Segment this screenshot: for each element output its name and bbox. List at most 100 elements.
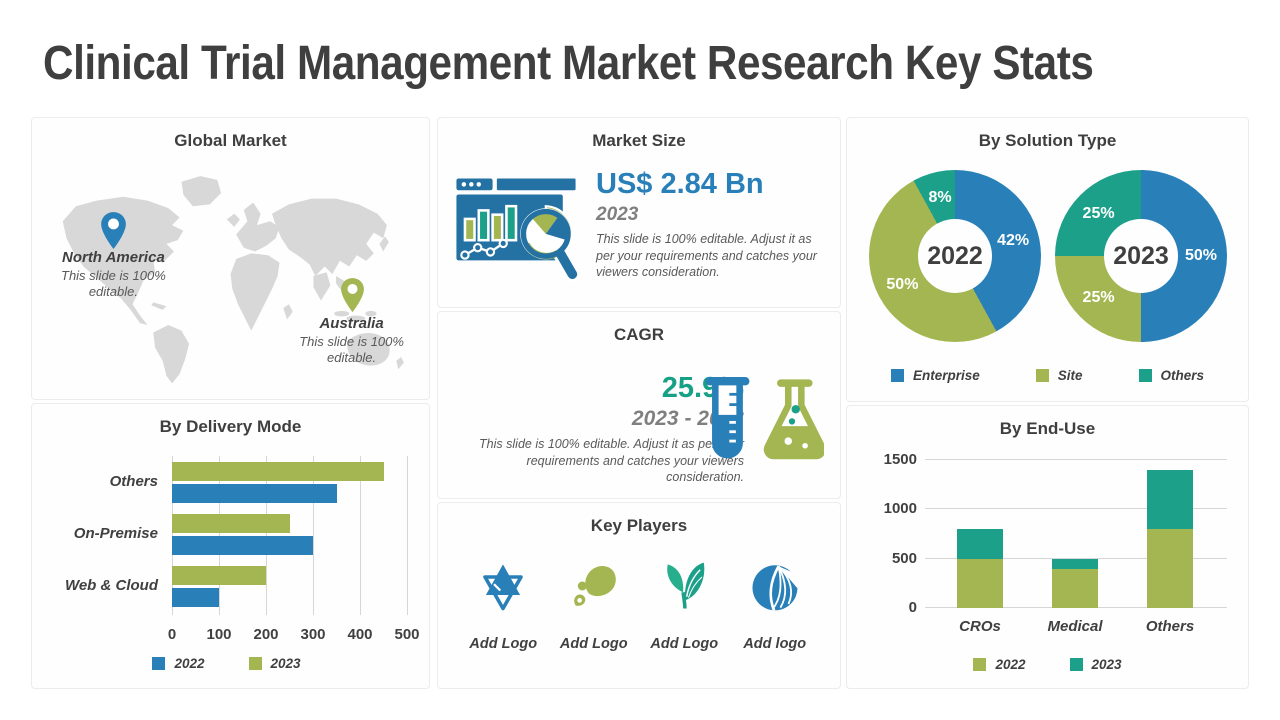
- category-label-Medical: Medical: [1047, 618, 1103, 635]
- delivery-categories: Others On-Premise Web & Cloud: [46, 460, 164, 611]
- bar-2022-On-Premise: [172, 536, 313, 555]
- add-logo-label: Add logo: [743, 636, 807, 652]
- legend-label: Enterprise: [912, 368, 980, 383]
- legend-item-2023: 2023: [248, 656, 301, 671]
- legend-item-2022: 2022: [973, 657, 1026, 672]
- gridline: [266, 456, 267, 615]
- bar-2022-Others: [172, 484, 337, 503]
- legend-label: 2023: [270, 656, 301, 671]
- legend-swatch: [1138, 369, 1152, 382]
- gridline: [407, 456, 408, 615]
- donut-center-2022: 2022: [918, 219, 992, 293]
- legend-swatch: [890, 369, 904, 382]
- category-label-Others: Others: [109, 472, 158, 490]
- end-use-categories: CROs Medical Others: [929, 618, 1221, 638]
- analytics-magnifier-icon: [452, 170, 581, 292]
- map-pin-australia: [339, 277, 366, 314]
- map-label-australia: Australia This slide is 100% editable.: [299, 314, 404, 365]
- legend-item-Others: Others: [1138, 368, 1205, 383]
- legend-swatch: [248, 657, 262, 670]
- category-label-CROs: CROs: [959, 618, 1001, 635]
- legend-swatch: [1069, 658, 1083, 671]
- bar-2023-Web & Cloud: [172, 566, 266, 585]
- market-size-year: 2023: [596, 204, 639, 225]
- gridline: [360, 456, 361, 615]
- cagr-text: 25.9% 2023 - 2033 This slide is 100% edi…: [458, 372, 744, 486]
- panel-solution-type: By Solution Type 42% 50% 8% 2022 50% 25% 25% 2…: [846, 117, 1249, 402]
- cagr-title: CAGR: [613, 325, 665, 344]
- key-players-title: Key Players: [590, 516, 688, 535]
- logo-placeholder-1[interactable]: Add Logo: [463, 559, 543, 652]
- slice-label-2022-Others: 8%: [928, 188, 952, 206]
- map-label-north-america: North America This slide is 100% editabl…: [61, 248, 166, 299]
- market-size-note: This slide is 100% editable. Adjust it a…: [596, 232, 817, 280]
- axis-tick-label: 500: [394, 626, 420, 643]
- slice-label-2023-Others: 25%: [1082, 204, 1115, 222]
- end-use-title: By End-Use: [999, 419, 1096, 438]
- bar-column-Medical: [1052, 558, 1098, 608]
- test-tube-flask-icon: [702, 370, 826, 476]
- gridline: [925, 557, 1227, 559]
- add-logo-label: Add Logo: [469, 636, 538, 652]
- segment-2022-CROs: [957, 558, 1003, 608]
- key-players-logos: Add Logo Add Logo: [458, 559, 820, 652]
- market-size-value: US$ 2.84 Bn: [596, 168, 764, 200]
- end-use-legend: 2022 2023: [847, 657, 1248, 672]
- bar-column-CROs: [957, 529, 1003, 608]
- market-size-title: Market Size: [592, 131, 686, 150]
- slice-label-2023-Site: 25%: [1082, 289, 1115, 307]
- page-title: Clinical Trial Management Market Researc…: [43, 37, 1094, 90]
- market-size-text: US$ 2.84 Bn 2023 This slide is 100% edit…: [596, 168, 826, 281]
- logo-placeholder-4[interactable]: Add logo: [735, 559, 815, 652]
- delivery-mode-title: By Delivery Mode: [159, 417, 302, 436]
- legend-swatch: [152, 657, 166, 670]
- global-market-title: Global Market: [174, 131, 287, 150]
- axis-tick-label: 200: [253, 626, 279, 643]
- logo-placeholder-3[interactable]: Add Logo: [644, 559, 724, 652]
- panel-market-size: Market Size: [437, 117, 841, 308]
- sprout-leaves-logo-icon: [657, 562, 711, 617]
- slice-label-2022-Site: 50%: [886, 275, 919, 293]
- segment-2023-Medical: [1052, 558, 1098, 569]
- bar-2023-Others: [172, 462, 384, 481]
- gridline: [925, 459, 1227, 460]
- axis-tick-label: 400: [347, 626, 373, 643]
- end-use-plot: [925, 459, 1227, 608]
- solution-type-title: By Solution Type: [978, 131, 1117, 150]
- world-map-svg: [62, 176, 404, 384]
- axis-tick-label: 0: [167, 626, 177, 643]
- panel-cagr: CAGR 25.9% 2023 - 2033 This slide is 100…: [437, 311, 841, 499]
- legend-label: 2022: [995, 657, 1026, 672]
- gridline: [219, 456, 220, 615]
- legend-swatch: [1035, 369, 1049, 382]
- legend-label: Others: [1160, 368, 1205, 383]
- slice-label-2023-Enterprise: 50%: [1184, 247, 1218, 264]
- segment-2022-Medical: [1052, 568, 1098, 608]
- legend-item-2023: 2023: [1069, 657, 1122, 672]
- add-logo-label: Add Logo: [650, 636, 719, 652]
- donut-center-2023: 2023: [1104, 219, 1178, 293]
- slice-label-2022-Enterprise: 42%: [997, 232, 1030, 250]
- delivery-plot: [172, 456, 408, 615]
- paisley-leaf-logo-icon: [567, 566, 621, 617]
- star-logo-icon: [476, 564, 530, 617]
- legend-label: Site: [1057, 368, 1083, 383]
- sliced-globe-logo-icon: [748, 565, 802, 617]
- cagr-note: This slide is 100% editable. Adjust it a…: [479, 437, 744, 485]
- segment-2023-Others: [1147, 469, 1193, 530]
- axis-tick-label: 1000: [883, 500, 917, 518]
- legend-label: 2022: [174, 656, 205, 671]
- logo-placeholder-2[interactable]: Add Logo: [554, 559, 634, 652]
- donut-2023: 50% 25% 25% 2023: [1055, 170, 1227, 342]
- bar-column-Others: [1147, 469, 1193, 608]
- category-label-Others: Others: [1145, 618, 1195, 635]
- gridline: [172, 456, 173, 615]
- axis-tick-label: 100: [206, 626, 232, 643]
- panel-global-market: Global Market: [31, 117, 430, 400]
- axis-tick-label: 300: [300, 626, 326, 643]
- add-logo-label: Add Logo: [559, 636, 628, 652]
- panel-key-players: Key Players Add Logo: [437, 502, 841, 689]
- gridline: [313, 456, 314, 615]
- legend-label: 2023: [1091, 657, 1122, 672]
